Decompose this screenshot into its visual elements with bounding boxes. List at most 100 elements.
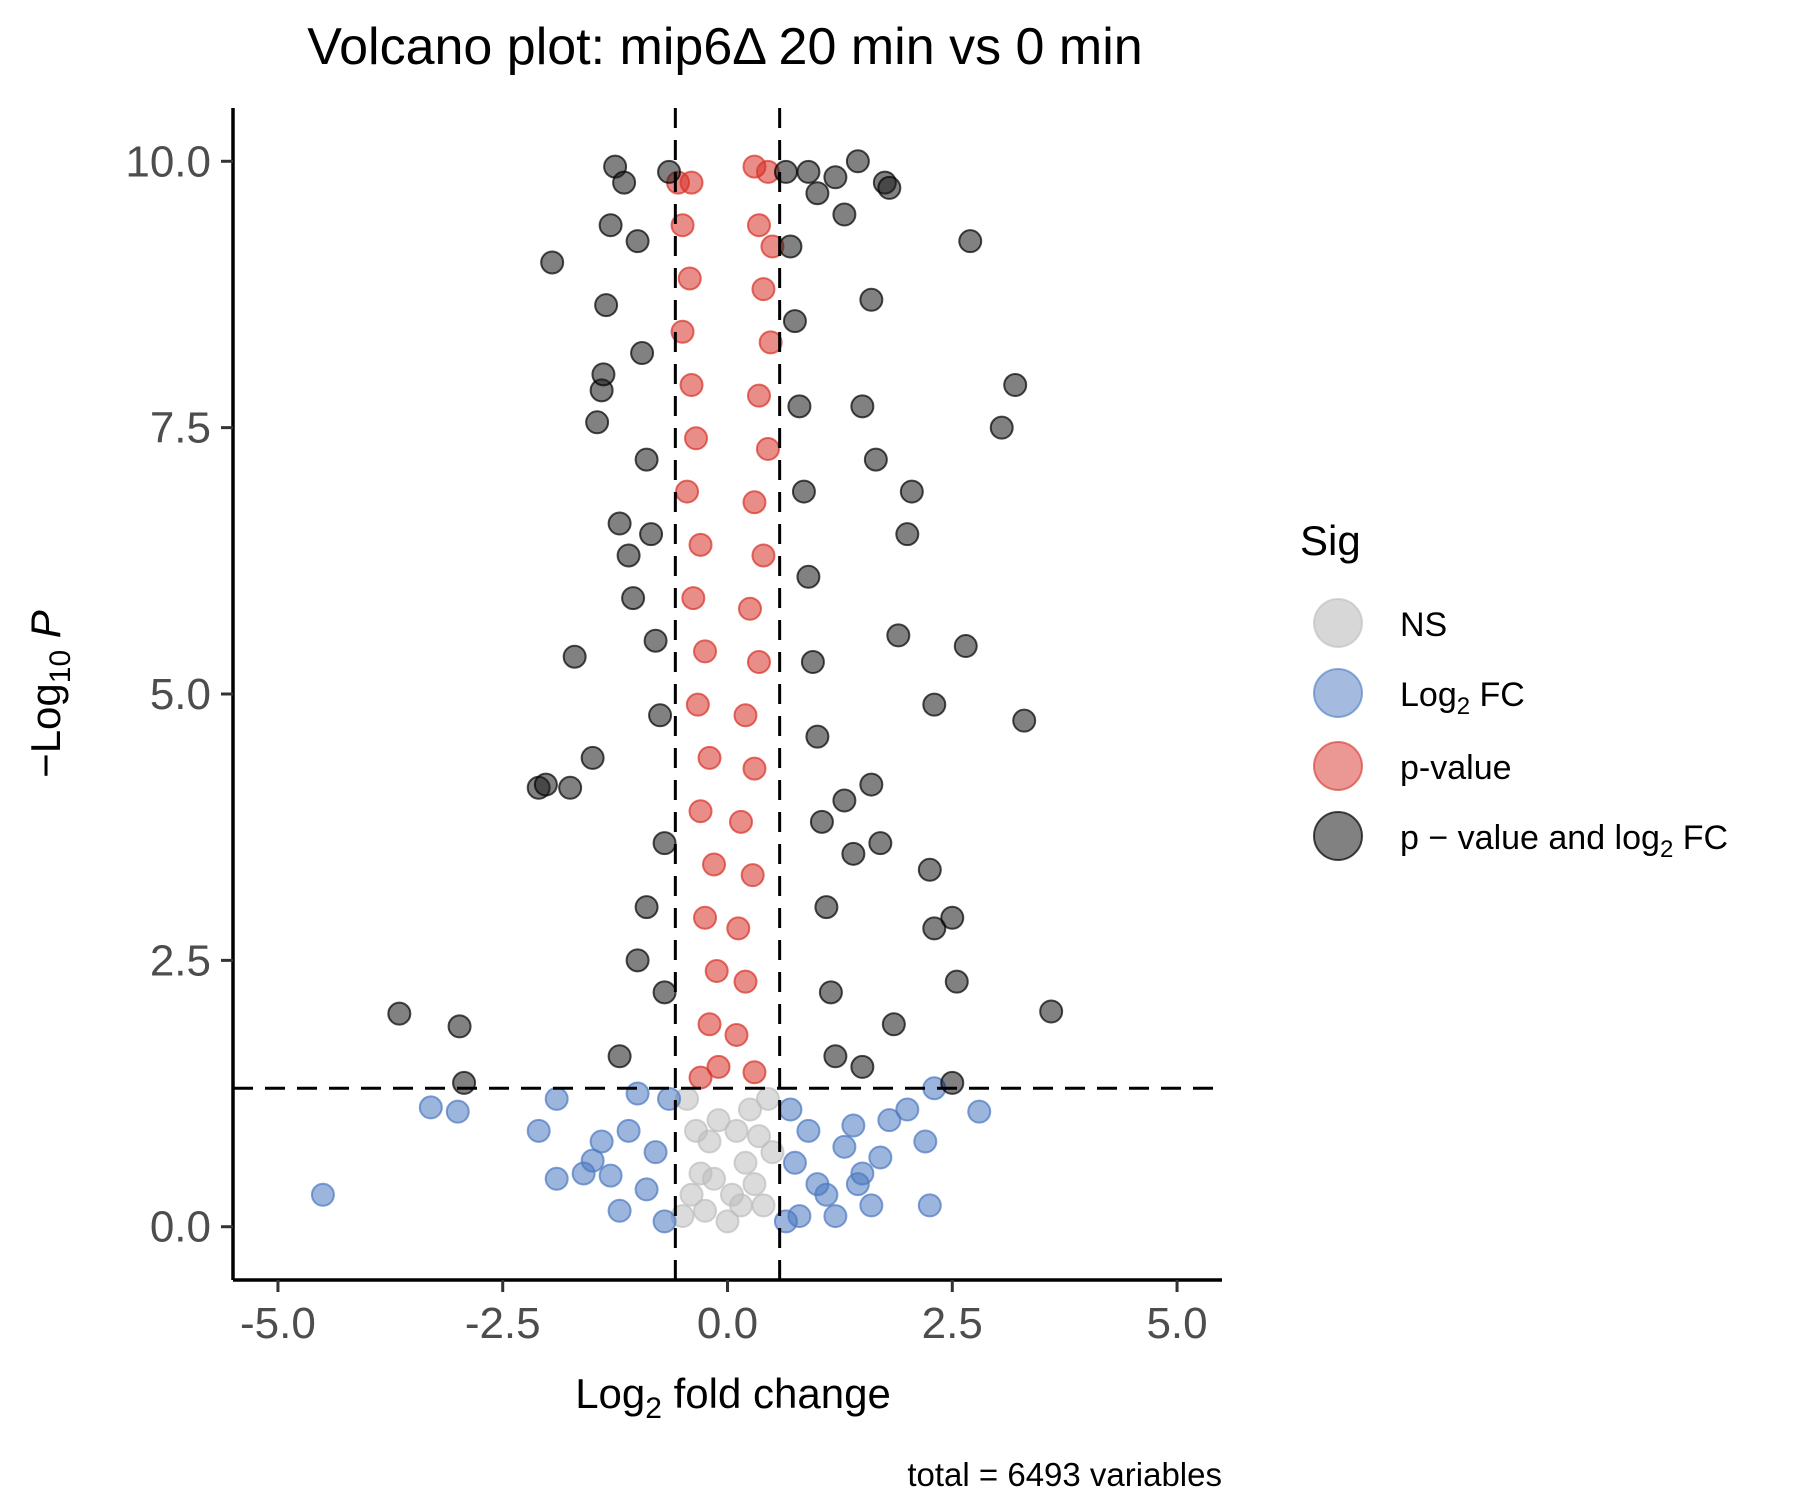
point-log2-fc-25 [832,1134,857,1159]
point-p-value-and-log2-fc-43 [832,202,857,227]
point-ns-10 [760,1140,785,1165]
point-p-value-32 [733,703,758,728]
y-tick-label: 10.0 [125,137,211,186]
point-p-value-18 [706,1054,731,1079]
point-p-value-and-log2-fc-64 [881,1012,906,1037]
point-p-value-and-log2-fc-19 [634,447,659,472]
y-tick-label: 0.0 [150,1203,211,1252]
point-p-value-and-log2-fc-8 [580,745,605,770]
point-p-value-and-log2-fc-72 [805,181,830,206]
legend-key-log2fc [1313,668,1363,718]
point-p-value-11 [685,692,710,717]
point-p-value-and-log2-fc-5 [540,250,565,275]
point-p-value-and-log2-fc-15 [616,543,641,568]
point-p-value-33 [742,756,767,781]
point-log2-fc-21 [796,1118,821,1143]
point-p-value-and-log2-fc-48 [859,287,884,312]
point-log2-fc-18 [778,1097,803,1122]
point-p-value-and-log2-fc-65 [940,1070,965,1095]
point-p-value-and-log2-fc-41 [818,980,843,1005]
point-p-value-and-log2-fc-16 [621,586,646,611]
point-log2-fc-29 [868,1145,893,1170]
point-p-value-and-log2-fc-9 [585,410,610,435]
point-p-value-and-log2-fc-11 [591,362,616,387]
point-p-value-and-log2-fc-14 [607,511,632,536]
point-p-value-1 [679,170,704,195]
point-p-value-and-log2-fc-18 [630,341,655,366]
point-p-value-8 [688,532,713,557]
point-p-value-17 [697,1012,722,1037]
point-log2-fc-9 [598,1163,623,1188]
x-tick-label: 5.0 [1146,1299,1207,1348]
chart-title: Volcano plot: mip6Δ 20 min vs 0 min [307,18,1142,76]
point-p-value-16 [704,959,729,984]
point-ns-9 [751,1193,776,1218]
legend-label-log2fc: Log2 FC [1400,676,1525,720]
caption: total = 6493 variables [907,1456,1222,1493]
point-p-value-7 [675,479,700,504]
point-p-value-and-log2-fc-22 [648,703,673,728]
point-log2-fc-20 [787,1204,812,1229]
x-ticks: -5.0 -2.5 0.0 2.5 5.0 [240,1280,1208,1348]
point-p-value-and-log2-fc-1 [447,1014,472,1039]
legend-key-ns [1313,598,1363,648]
point-p-value-15 [693,905,718,930]
point-p-value-and-log2-fc-27 [612,170,637,195]
point-p-value-and-log2-fc-32 [778,234,803,259]
point-p-value-and-log2-fc-30 [607,1044,632,1069]
point-log2-fc-24 [823,1204,848,1229]
point-p-value-and-log2-fc-0 [387,1001,412,1026]
point-p-value-9 [681,586,706,611]
point-p-value-28 [742,490,767,515]
point-log2-fc-32 [913,1129,938,1154]
point-ns-17 [746,1124,771,1149]
point-ns-19 [728,1193,753,1218]
y-tick-label: 2.5 [150,936,211,985]
point-p-value-and-log2-fc-7 [562,644,587,669]
legend-title: Sig [1300,517,1361,564]
point-p-value-and-log2-fc-61 [922,916,947,941]
point-p-value-and-log2-fc-70 [859,772,884,797]
y-axis-title: −Log10 P [22,610,77,778]
point-p-value-and-log2-fc-35 [791,479,816,504]
point-p-value-13 [688,799,713,824]
point-p-value-and-log2-fc-34 [787,394,812,419]
point-p-value-2 [670,213,695,238]
point-ns-1 [679,1182,704,1207]
legend-label-ns: NS [1400,606,1447,644]
legend-label-pvalue: p-value [1400,749,1512,787]
point-p-value-and-log2-fc-47 [958,229,983,254]
point-p-value-14 [702,852,727,877]
point-p-value-and-log2-fc-17 [625,229,650,254]
point-p-value-37 [733,969,758,994]
point-ns-4 [706,1108,731,1133]
point-ns-15 [737,1097,762,1122]
point-log2-fc-8 [589,1129,614,1154]
point-p-value-and-log2-fc-29 [625,948,650,973]
point-p-value-24 [751,277,776,302]
x-axis-title: Log2 fold change [575,1370,891,1425]
point-log2-fc-16 [625,1081,650,1106]
point-p-value-and-log2-fc-38 [805,724,830,749]
point-ns-16 [684,1118,709,1143]
point-p-value-and-log2-fc-52 [989,415,1014,440]
point-p-value-and-log2-fc-69 [868,831,893,856]
cutoff-lines [233,108,1222,1280]
point-log2-fc-23 [814,1182,839,1207]
point-log2-fc-31 [895,1097,920,1122]
point-log2-fc-7 [580,1148,605,1173]
x-tick-label: -2.5 [465,1299,541,1348]
point-p-value-6 [684,426,709,451]
point-p-value-and-log2-fc-71 [796,159,821,184]
point-log2-fc-35 [967,1099,992,1124]
point-p-value-and-log2-fc-54 [895,522,920,547]
point-p-value-25 [758,330,783,355]
point-p-value-and-log2-fc-50 [863,447,888,472]
point-p-value-and-log2-fc-6 [558,775,583,800]
point-p-value-31 [746,650,771,675]
point-p-value-and-log2-fc-40 [814,895,839,920]
point-log2-fc-12 [634,1177,659,1202]
point-p-value-and-log2-fc-68 [832,788,857,813]
point-p-value-and-log2-fc-37 [800,650,825,675]
